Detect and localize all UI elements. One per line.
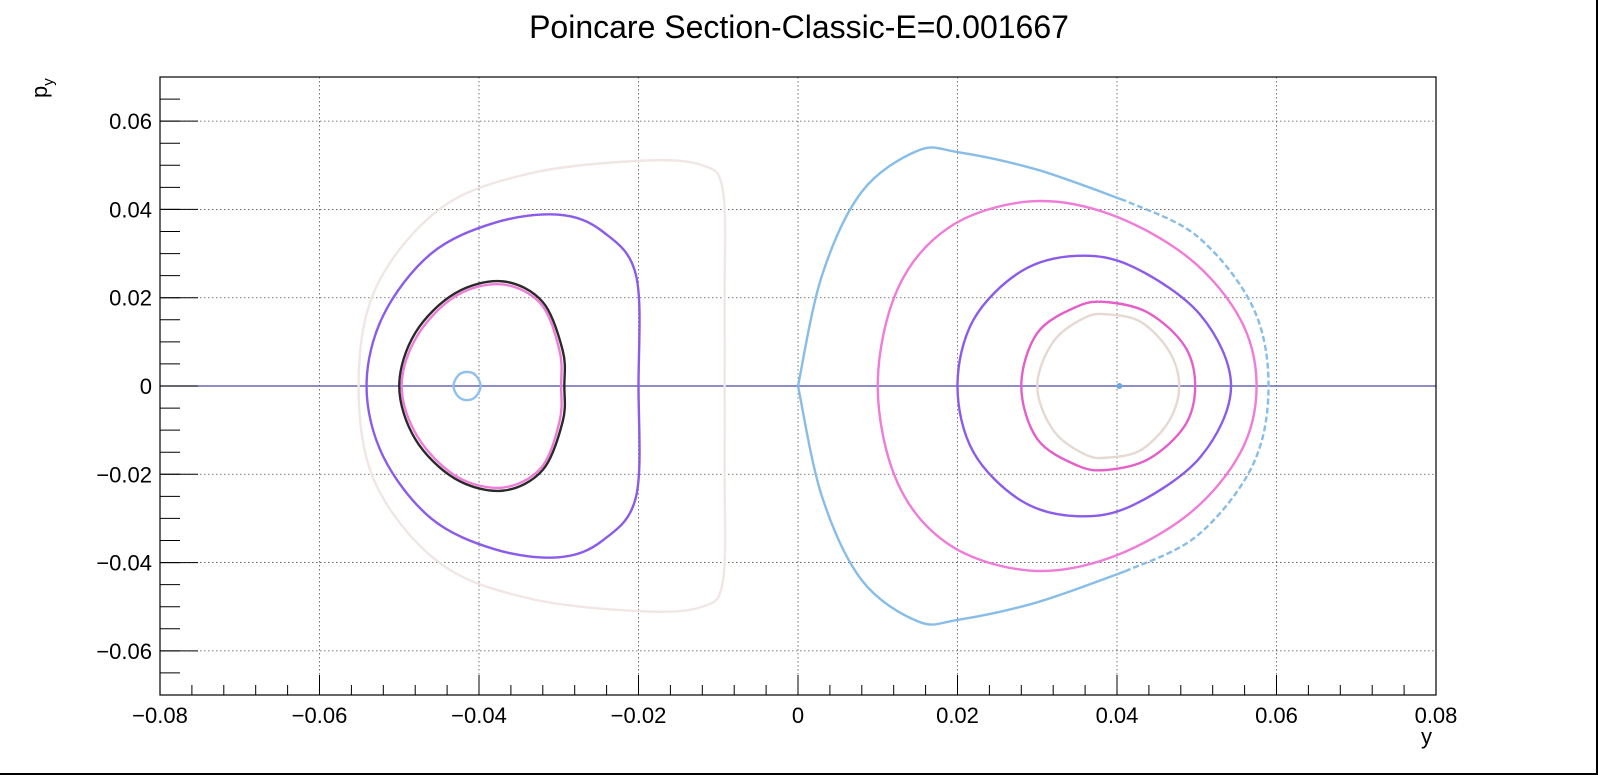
y-axis-label-main: p [27, 86, 52, 98]
x-tick-label: 0.08 [1415, 703, 1458, 728]
tick-labels: −0.08 −0.06 −0.04 −0.02 0 0.02 0.04 0.06 0.08 0.0… [96, 109, 1457, 728]
orbit-curve-left-outer-faint [357, 159, 727, 613]
y-axis-label: py [27, 78, 57, 98]
orbit-curve-right-outer-blue [796, 385, 1126, 626]
x-tick-label: −0.04 [451, 703, 507, 728]
orbit-curve-right-beige [1036, 312, 1181, 460]
chart-title: Poincare Section-Classic-E=0.001667 [529, 9, 1069, 45]
orbit-curve-left-small-blue [452, 370, 482, 402]
orbit-curve-right-pink-large [876, 199, 1258, 573]
orbit-curve-right-outer-blue-b [1124, 199, 1270, 573]
orbit-curve-left-pink [400, 282, 563, 490]
y-tick-label: −0.04 [96, 551, 152, 576]
orbit-curve-left-purple [365, 213, 641, 559]
x-tick-label: 0.06 [1255, 703, 1298, 728]
x-tick-label: 0.02 [936, 703, 979, 728]
y-tick-label: −0.02 [96, 462, 152, 487]
x-tick-label: 0 [792, 703, 804, 728]
svg-text:py: py [27, 78, 57, 98]
axis-ticks [159, 76, 1437, 696]
y-tick-label: 0.04 [109, 197, 152, 222]
x-tick-label: −0.02 [611, 703, 667, 728]
orbit-curve-right-pink-small [1020, 300, 1197, 472]
fixed-point [1116, 383, 1123, 389]
orbit-curve-right-outer-blue-c [796, 146, 1126, 387]
x-axis-label: y [1421, 724, 1432, 749]
y-tick-label: 0 [140, 374, 152, 399]
x-tick-label: −0.08 [132, 703, 188, 728]
x-tick-label: 0.04 [1096, 703, 1139, 728]
y-axis-label-sub: y [40, 78, 57, 86]
orbit-curve-left-dark [398, 279, 567, 493]
orbit-curve-right-purple [956, 254, 1233, 518]
y-tick-label: 0.02 [109, 286, 152, 311]
orbits [357, 146, 1270, 626]
x-tick-label: −0.06 [292, 703, 348, 728]
y-tick-label: 0.06 [109, 109, 152, 134]
y-tick-label: −0.06 [96, 639, 152, 664]
